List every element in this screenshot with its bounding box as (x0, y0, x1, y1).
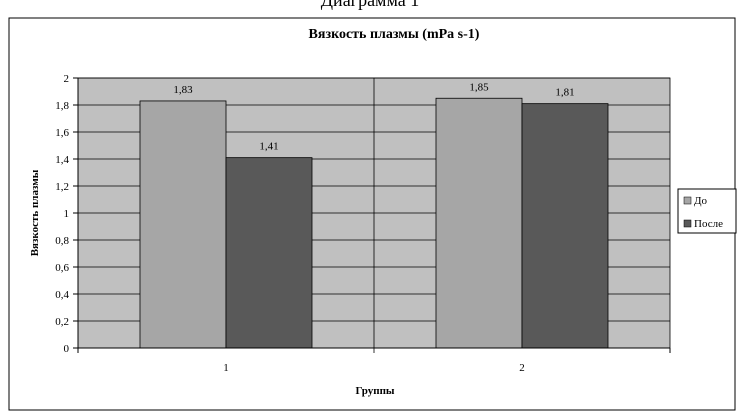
y-tick-label: 1 (64, 208, 70, 220)
y-tick-label: 1,6 (55, 127, 69, 139)
data-label: 1,85 (469, 81, 489, 93)
legend-label-do: До (694, 195, 708, 207)
bar (225, 157, 313, 349)
bar (139, 100, 227, 349)
bar (521, 103, 609, 349)
data-label: 1,83 (173, 84, 193, 96)
legend-swatch-do (683, 196, 692, 205)
y-tick-label: 1,4 (55, 154, 69, 166)
legend-label-posle: После (694, 218, 723, 230)
y-tick-label: 0,8 (55, 235, 69, 247)
y-tick-label: 1,2 (55, 181, 69, 193)
plot-border (77, 77, 671, 349)
plot-area: 0 0,2 0,4 0,6 0,8 1 1,2 1,4 1,6 1,8 2 1,83 1,41 1 1,85… (55, 73, 671, 374)
y-tick-label: 0,2 (55, 316, 69, 328)
data-label: 1,81 (555, 87, 574, 99)
chart-title: Вязкость плазмы (mPa s-1) (309, 27, 480, 42)
page-header-fragment: Диаграмма 1 (321, 0, 419, 10)
bar (435, 97, 523, 349)
y-axis-label: Вязкость плазмы (29, 169, 41, 256)
y-tick-label: 0,6 (55, 262, 69, 274)
y-tick-label: 2 (64, 73, 70, 85)
x-tick-label: 1 (223, 362, 229, 374)
y-tick-label: 1,8 (55, 100, 69, 112)
data-label: 1,41 (259, 141, 278, 153)
x-axis-label: Группы (355, 385, 394, 397)
legend: До После (677, 188, 737, 234)
y-tick-label: 0 (64, 343, 70, 355)
x-tick-label: 2 (519, 362, 525, 374)
legend-swatch-posle (683, 219, 692, 228)
y-tick-label: 0,4 (55, 289, 69, 301)
